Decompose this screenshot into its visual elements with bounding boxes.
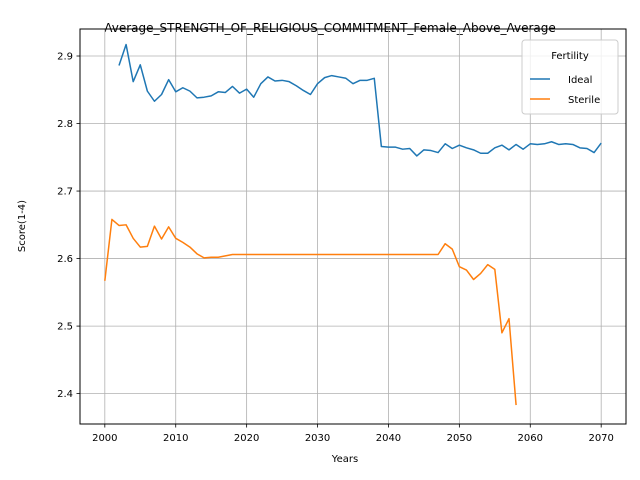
y-tick-label: 2.8 — [57, 119, 73, 130]
legend-box — [521, 39, 619, 115]
y-tick-label: 2.9 — [57, 52, 73, 63]
legend-title: Fertility — [551, 51, 589, 62]
y-axis-ticks: 2.4 2.5 2.6 2.7 2.8 2.9 — [57, 52, 80, 400]
x-axis-ticks: 2000 2010 2020 2030 2040 2050 2060 2070 — [92, 424, 614, 444]
legend-label-ideal: Ideal — [568, 75, 592, 86]
chart-title: Average_STRENGTH_OF_RELIGIOUS_COMMITMENT… — [104, 21, 555, 35]
x-tick-label: 2000 — [92, 433, 117, 444]
y-axis-label: Score(1-4) — [17, 200, 28, 252]
x-tick-label: 2060 — [518, 433, 543, 444]
legend-label-sterile: Sterile — [568, 95, 600, 106]
plot-area-frame — [79, 28, 627, 425]
x-tick-label: 2050 — [447, 433, 472, 444]
x-tick-label: 2070 — [588, 433, 613, 444]
y-tick-label: 2.6 — [57, 254, 73, 265]
y-tick-label: 2.7 — [57, 187, 73, 198]
y-tick-label: 2.5 — [57, 322, 73, 333]
series-layer — [104, 43, 602, 406]
x-tick-label: 2030 — [305, 433, 330, 444]
legend: Fertility Ideal Sterile — [521, 39, 619, 115]
x-tick-label: 2010 — [163, 433, 188, 444]
x-tick-label: 2040 — [376, 433, 401, 444]
x-axis-label: Years — [331, 454, 358, 465]
series-line-sterile — [104, 218, 517, 406]
y-tick-label: 2.4 — [57, 389, 73, 400]
x-tick-label: 2020 — [234, 433, 259, 444]
series-line-ideal — [118, 43, 602, 157]
